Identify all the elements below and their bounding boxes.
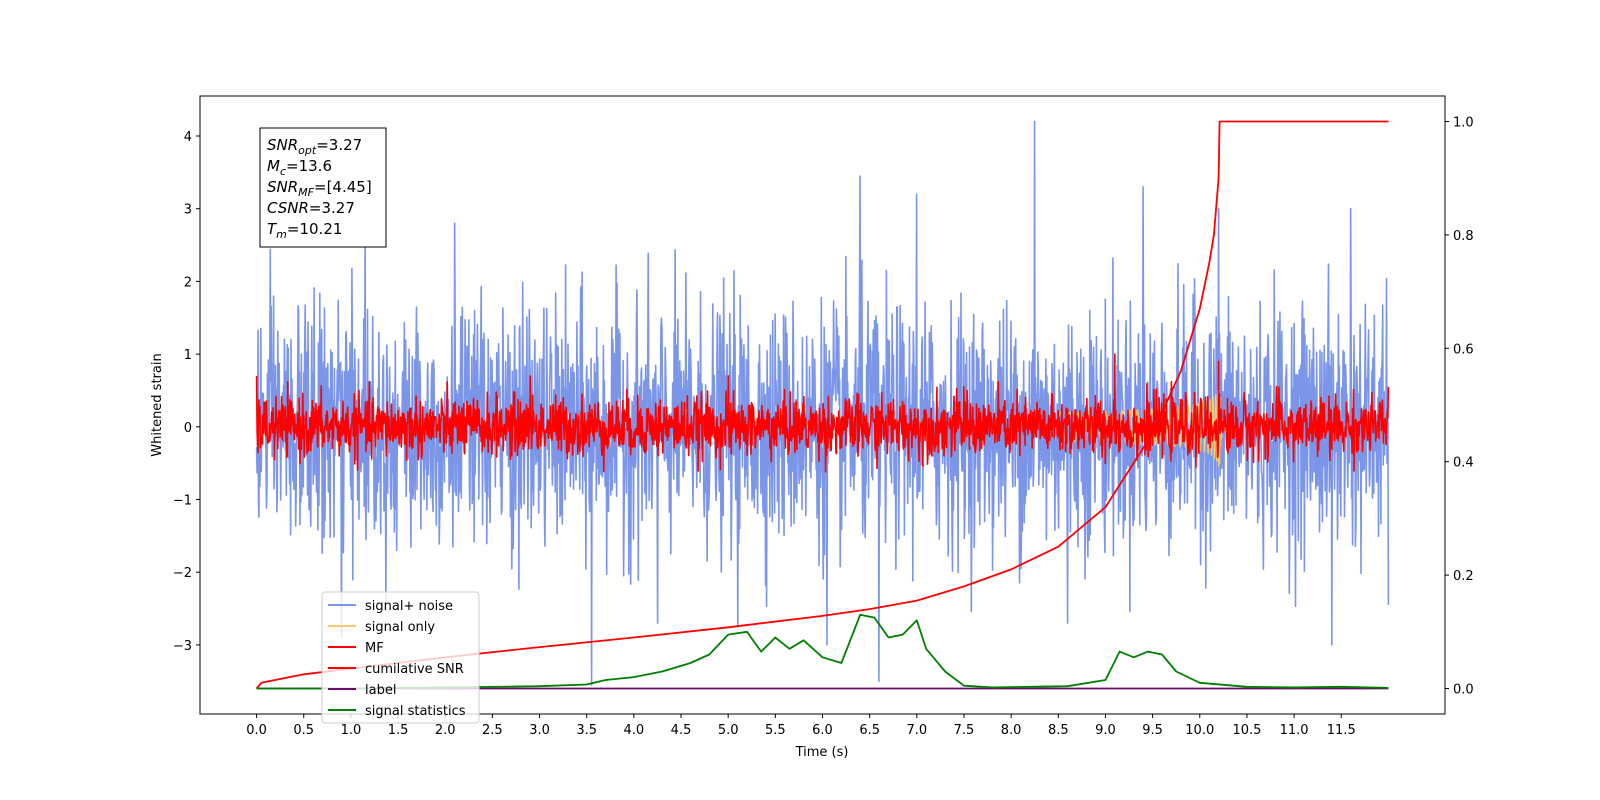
x-tick-label: 5.0	[718, 723, 739, 738]
y2-tick-label: 0.4	[1453, 456, 1474, 471]
x-tick-label: 6.0	[812, 723, 833, 738]
y2-tick-label: 0.0	[1453, 682, 1474, 697]
y2-tick-label: 1.0	[1453, 116, 1474, 131]
legend-frame	[321, 591, 480, 724]
annotation-line: CSNR=3.27	[267, 199, 355, 217]
y-tick-label: 4	[184, 130, 192, 145]
y-tick-label: 3	[184, 203, 192, 218]
annotation-line: SNRMF=[4.45]	[267, 178, 372, 199]
x-tick-label: 9.5	[1142, 723, 1163, 738]
series-signal-statistics-line	[256, 613, 1389, 690]
x-axis-label: Time (s)	[795, 745, 849, 760]
legend-entry-label: label	[365, 683, 396, 698]
x-tick-label: 9.0	[1095, 723, 1116, 738]
series-mf-line	[255, 353, 1390, 473]
x-tick-label: 4.0	[624, 723, 645, 738]
legend-entry-label: signal+ noise	[365, 599, 453, 614]
x-tick-label: 5.5	[765, 723, 786, 738]
legend: signal+ noise signal only MF cumilative SNR…	[321, 591, 480, 724]
legend-entry-label: cumilative SNR	[365, 662, 464, 677]
x-tick-label: 7.5	[954, 723, 975, 738]
x-axis: 0.0 0.5 1.0 1.5 2.0 2.5 3.0 3.5 4.0 4.5 5.0 5.5 6.0 6…	[246, 714, 1356, 738]
x-tick-label: 1.0	[341, 723, 362, 738]
x-tick-label: 3.0	[529, 723, 550, 738]
y-axis-right: 1.0 0.8 0.6 0.4 0.2 0.0	[1445, 116, 1474, 697]
x-tick-label: 2.5	[482, 723, 503, 738]
y-axis-left: 4 3 2 1 0 −1 −2 −3	[173, 130, 200, 654]
x-tick-label: 0.0	[246, 723, 267, 738]
legend-entry-label: MF	[365, 641, 384, 656]
x-tick-label: 1.5	[388, 723, 409, 738]
x-tick-label: 8.0	[1001, 723, 1022, 738]
y-tick-label: −1	[173, 494, 192, 509]
x-tick-label: 8.5	[1048, 723, 1069, 738]
y-tick-label: 1	[184, 348, 192, 363]
x-tick-label: 4.5	[671, 723, 692, 738]
annotation-line: SNRopt=3.27	[267, 136, 362, 157]
x-tick-label: 0.5	[293, 723, 314, 738]
y2-tick-label: 0.6	[1453, 342, 1474, 357]
y-tick-label: −3	[173, 639, 192, 654]
x-tick-label: 3.5	[576, 723, 597, 738]
x-tick-label: 11.5	[1327, 723, 1356, 738]
y2-tick-label: 0.2	[1453, 569, 1474, 584]
y-axis-label: Whitened strain	[150, 353, 165, 456]
annotation-frame	[259, 127, 387, 248]
x-tick-label: 7.0	[906, 723, 927, 738]
x-tick-label: 6.5	[859, 723, 880, 738]
annotation-line: Tm=10.21	[267, 220, 342, 241]
legend-entry-label: signal statistics	[365, 704, 466, 719]
y-tick-label: 2	[184, 275, 192, 290]
y-tick-label: −2	[173, 566, 192, 581]
x-tick-label: 11.0	[1280, 723, 1309, 738]
x-tick-label: 10.0	[1185, 723, 1214, 738]
x-tick-label: 2.0	[435, 723, 456, 738]
x-tick-label: 10.5	[1232, 723, 1261, 738]
legend-entry-label: signal only	[365, 620, 435, 635]
y-tick-label: 0	[184, 421, 192, 436]
annotation-line: Mc=13.6	[267, 157, 332, 178]
y2-tick-label: 0.8	[1453, 229, 1474, 244]
